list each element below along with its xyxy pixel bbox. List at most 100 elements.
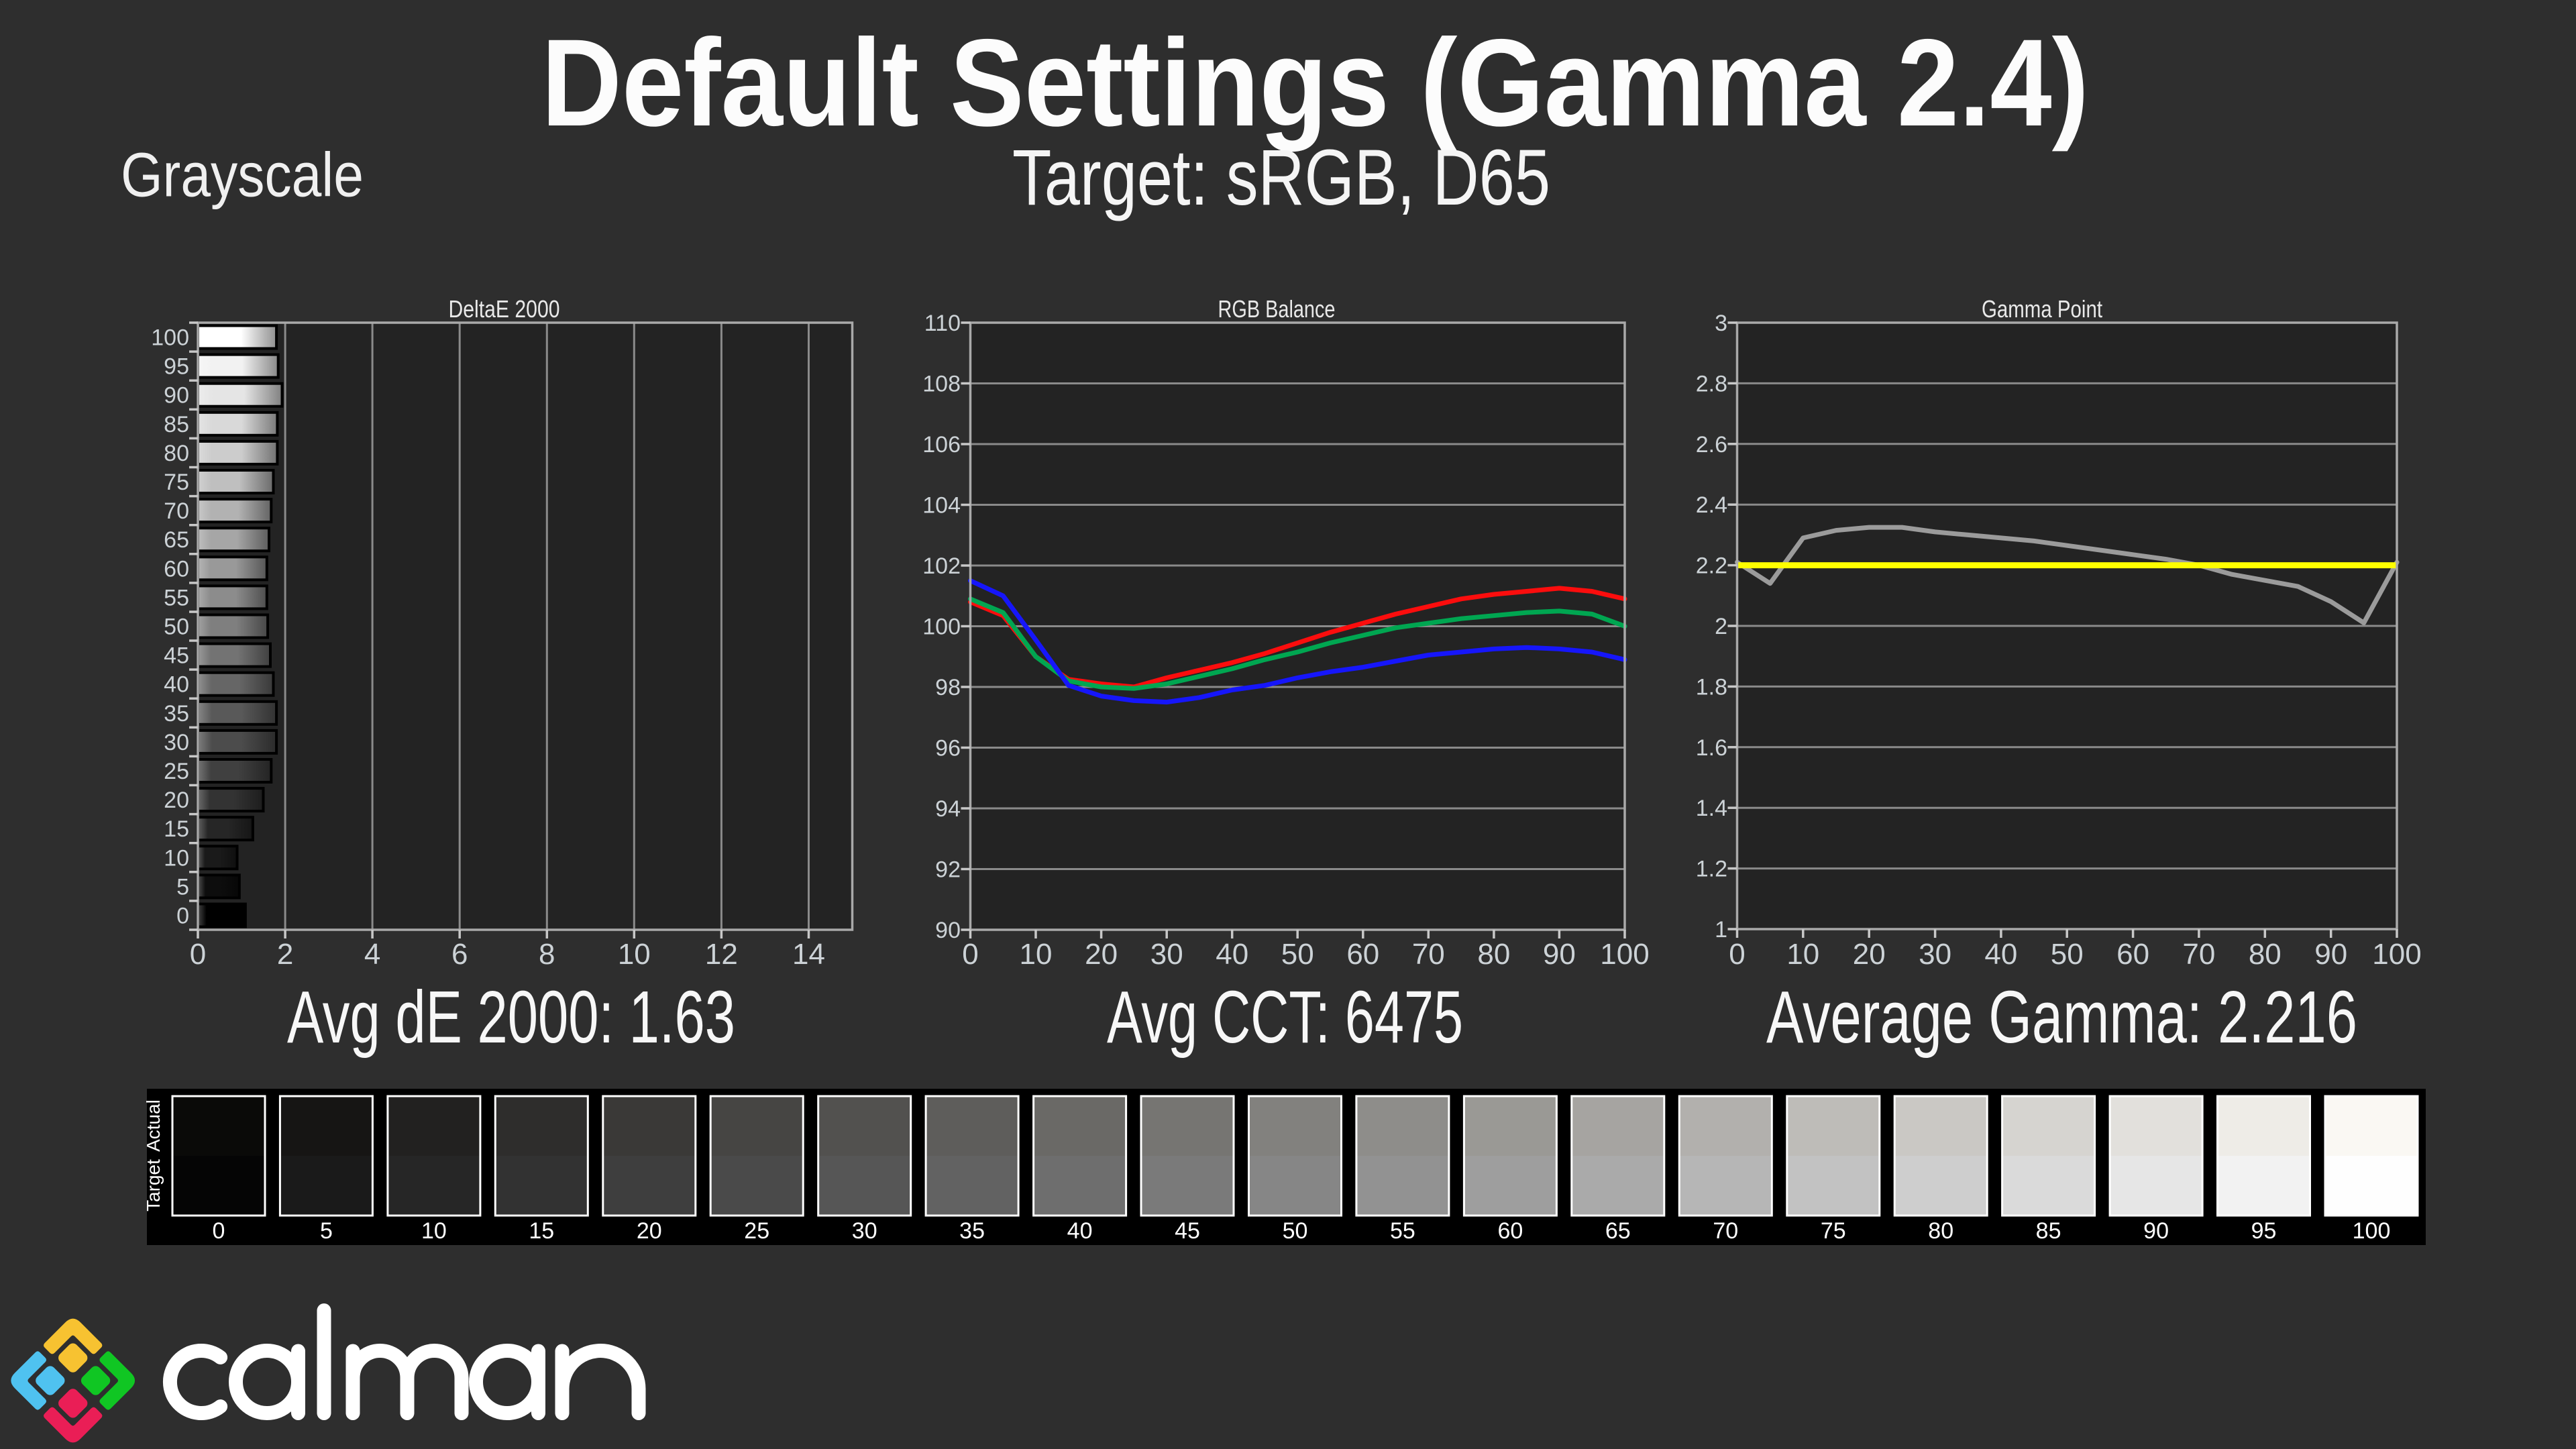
svg-text:5: 5 — [320, 1218, 333, 1244]
svg-text:60: 60 — [1497, 1218, 1523, 1244]
svg-text:90: 90 — [935, 918, 961, 943]
svg-text:Avg dE 2000: 1.63: Avg dE 2000: 1.63 — [287, 976, 735, 1059]
svg-text:60: 60 — [2116, 938, 2149, 971]
svg-text:90: 90 — [2143, 1218, 2169, 1244]
svg-text:30: 30 — [164, 730, 189, 755]
svg-text:90: 90 — [164, 383, 189, 409]
svg-text:Gamma Point: Gamma Point — [1982, 295, 2102, 323]
svg-text:Actual: Actual — [143, 1099, 164, 1152]
svg-text:14: 14 — [792, 938, 825, 971]
svg-text:0: 0 — [1729, 938, 1745, 971]
svg-text:95: 95 — [2251, 1218, 2277, 1244]
svg-text:Target: sRGB, D65: Target: sRGB, D65 — [1012, 133, 1550, 222]
svg-text:DeltaE 2000: DeltaE 2000 — [449, 295, 560, 323]
svg-text:10: 10 — [164, 845, 189, 871]
svg-text:30: 30 — [852, 1218, 877, 1244]
svg-text:104: 104 — [922, 493, 961, 519]
svg-text:70: 70 — [2182, 938, 2215, 971]
svg-text:0: 0 — [213, 1218, 225, 1244]
svg-text:10: 10 — [421, 1218, 447, 1244]
svg-text:60: 60 — [164, 556, 189, 582]
svg-text:1.2: 1.2 — [1696, 857, 1727, 882]
svg-text:1: 1 — [1715, 917, 1727, 943]
svg-text:5: 5 — [176, 874, 189, 900]
svg-text:50: 50 — [1281, 938, 1314, 971]
svg-text:0: 0 — [176, 904, 189, 929]
svg-text:100: 100 — [922, 614, 961, 640]
svg-text:85: 85 — [164, 412, 189, 437]
svg-text:65: 65 — [164, 527, 189, 553]
svg-text:12: 12 — [705, 938, 738, 971]
svg-text:100: 100 — [1600, 938, 1649, 971]
svg-text:RGB Balance: RGB Balance — [1218, 295, 1336, 323]
svg-text:70: 70 — [164, 498, 189, 524]
svg-text:80: 80 — [2249, 938, 2282, 971]
svg-text:2.8: 2.8 — [1696, 371, 1727, 396]
svg-text:100: 100 — [151, 325, 189, 351]
svg-text:45: 45 — [1175, 1218, 1200, 1244]
svg-text:80: 80 — [164, 441, 189, 466]
svg-text:35: 35 — [959, 1218, 985, 1244]
svg-text:75: 75 — [164, 470, 189, 495]
svg-text:50: 50 — [2051, 938, 2084, 971]
svg-text:80: 80 — [1477, 938, 1510, 971]
svg-text:85: 85 — [2036, 1218, 2061, 1244]
svg-text:55: 55 — [1390, 1218, 1415, 1244]
svg-text:0: 0 — [190, 938, 206, 971]
svg-text:60: 60 — [1346, 938, 1379, 971]
svg-text:100: 100 — [2372, 938, 2421, 971]
svg-text:15: 15 — [164, 816, 189, 842]
svg-text:70: 70 — [1412, 938, 1445, 971]
svg-text:1.8: 1.8 — [1696, 674, 1727, 700]
svg-text:30: 30 — [1150, 938, 1183, 971]
svg-text:40: 40 — [1216, 938, 1248, 971]
svg-text:92: 92 — [935, 857, 961, 883]
svg-text:3: 3 — [1715, 311, 1727, 336]
svg-text:Grayscale: Grayscale — [121, 140, 364, 210]
svg-text:102: 102 — [922, 553, 961, 579]
svg-text:30: 30 — [1919, 938, 1951, 971]
svg-text:20: 20 — [164, 788, 189, 813]
svg-text:80: 80 — [1928, 1218, 1953, 1244]
svg-text:8: 8 — [539, 938, 555, 971]
svg-text:50: 50 — [164, 614, 189, 640]
svg-text:6: 6 — [451, 938, 468, 971]
svg-text:65: 65 — [1605, 1218, 1631, 1244]
svg-text:1.4: 1.4 — [1696, 796, 1727, 821]
svg-text:2.2: 2.2 — [1696, 553, 1727, 579]
svg-text:70: 70 — [1713, 1218, 1738, 1244]
svg-text:2.4: 2.4 — [1696, 492, 1727, 518]
svg-text:10: 10 — [618, 938, 651, 971]
svg-text:4: 4 — [364, 938, 380, 971]
svg-text:45: 45 — [164, 643, 189, 669]
svg-text:10: 10 — [1786, 938, 1819, 971]
svg-text:20: 20 — [637, 1218, 662, 1244]
svg-text:40: 40 — [1984, 938, 2017, 971]
svg-text:90: 90 — [1543, 938, 1576, 971]
svg-text:50: 50 — [1283, 1218, 1308, 1244]
svg-text:110: 110 — [924, 311, 961, 336]
svg-text:25: 25 — [164, 759, 189, 784]
svg-text:2.6: 2.6 — [1696, 432, 1727, 458]
svg-text:108: 108 — [922, 372, 961, 397]
svg-text:Default Settings (Gamma 2.4): Default Settings (Gamma 2.4) — [541, 14, 2089, 152]
svg-text:94: 94 — [935, 796, 961, 822]
svg-text:Average Gamma: 2.216: Average Gamma: 2.216 — [1766, 976, 2357, 1059]
svg-text:20: 20 — [1853, 938, 1886, 971]
svg-text:55: 55 — [164, 585, 189, 610]
svg-text:40: 40 — [1067, 1218, 1093, 1244]
svg-text:2: 2 — [277, 938, 293, 971]
svg-text:98: 98 — [935, 675, 961, 700]
svg-text:10: 10 — [1020, 938, 1053, 971]
svg-text:40: 40 — [164, 672, 189, 698]
svg-text:25: 25 — [744, 1218, 769, 1244]
svg-text:100: 100 — [2353, 1218, 2391, 1244]
svg-text:2: 2 — [1715, 614, 1727, 639]
svg-text:96: 96 — [935, 736, 961, 761]
svg-text:35: 35 — [164, 701, 189, 727]
svg-text:75: 75 — [1821, 1218, 1846, 1244]
svg-text:90: 90 — [2314, 938, 2347, 971]
svg-text:15: 15 — [529, 1218, 554, 1244]
svg-text:0: 0 — [962, 938, 978, 971]
svg-text:1.6: 1.6 — [1696, 735, 1727, 761]
